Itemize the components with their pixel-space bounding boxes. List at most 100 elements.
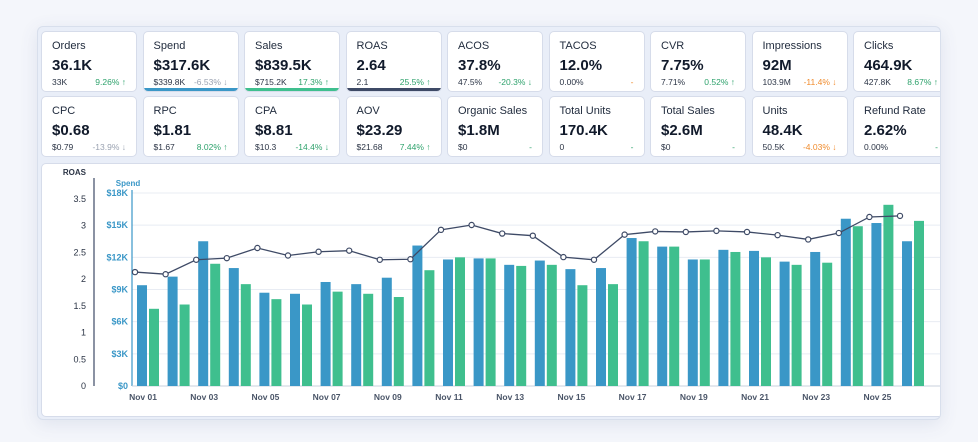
spend-bar — [657, 246, 668, 386]
metric-change: 9.26% ↑ — [95, 77, 126, 87]
roas-point — [774, 231, 781, 239]
sales-bar — [914, 220, 924, 386]
metric-card-refund-rate[interactable]: Refund Rate 2.62% 0.00% - — [853, 96, 940, 157]
metric-previous: 103.9M — [762, 77, 791, 87]
metric-card-organic-sales[interactable]: Organic Sales $1.8M $0 - — [447, 96, 543, 157]
spend-bar — [840, 218, 851, 386]
metric-previous: 7.71% — [661, 77, 686, 87]
sales-bar — [455, 257, 465, 386]
metrics-grid: Orders 36.1K 33K 9.26% ↑ Spend $317.6K $… — [41, 31, 940, 157]
metric-label: Total Units — [559, 105, 611, 117]
right-axis-tick: $18K — [106, 188, 128, 198]
metric-previous: $0 — [661, 142, 671, 152]
metric-previous: 0.00% — [864, 142, 889, 152]
spend-bar — [596, 268, 606, 386]
metric-change: 8.67% ↑ — [907, 77, 938, 87]
metric-value: 2.64 — [356, 57, 386, 74]
metric-value: 36.1K — [52, 57, 93, 74]
metric-value: 464.9K — [864, 57, 913, 74]
metric-previous: $10.3 — [255, 142, 277, 152]
right-axis-tick: $15K — [106, 220, 128, 230]
x-axis-tick: Nov 17 — [619, 392, 647, 402]
metric-label: CVR — [661, 40, 685, 52]
metric-value: 12.0% — [559, 57, 603, 74]
metric-change: - — [630, 77, 634, 87]
metric-accent-bar — [143, 88, 238, 91]
metric-value: 2.62% — [864, 122, 907, 139]
metric-value: $2.6M — [661, 122, 703, 139]
metric-change: -11.4% ↓ — [803, 77, 837, 87]
metric-value: $317.6K — [153, 57, 211, 74]
metric-label: RPC — [153, 105, 177, 117]
roas-point — [805, 236, 812, 243]
metric-card-units[interactable]: Units 48.4K 50.5K -4.03% ↓ — [751, 96, 848, 157]
metric-card-cpc[interactable]: CPC $0.68 $0.79 -13.9% ↓ — [41, 96, 137, 157]
spend-bar — [718, 249, 729, 386]
left-axis-tick: 1 — [81, 328, 86, 338]
metric-previous: $1.67 — [153, 142, 175, 152]
spend-bar — [137, 285, 147, 386]
spend-bar — [687, 259, 698, 386]
metric-accent-bar — [245, 88, 339, 91]
metric-label: CPC — [52, 105, 76, 117]
x-axis-tick: Nov 05 — [251, 392, 279, 402]
sales-bar — [669, 246, 680, 386]
sales-bar — [791, 264, 802, 386]
roas-point — [866, 213, 873, 221]
metric-value: $23.29 — [356, 122, 403, 139]
metric-card-aov[interactable]: AOV $23.29 $21.68 7.44% ↑ — [345, 96, 442, 157]
metric-label: Orders — [52, 40, 86, 52]
metric-label: CPA — [255, 105, 277, 117]
metric-previous: $339.8K — [153, 77, 186, 87]
metric-card-impressions[interactable]: Impressions 92M 103.9M -11.4% ↓ — [751, 31, 848, 92]
spend-bar — [902, 241, 912, 386]
metric-label: ACOS — [458, 40, 490, 52]
metric-card-acos[interactable]: ACOS 37.8% 47.5% -20.3% ↓ — [447, 31, 543, 92]
chart-panel: $0 $3K $6K $9K $12K $15K $18K 0 0.5 1 1.5 2 2.5 3 3.5 R… — [41, 163, 940, 417]
metric-card-clicks[interactable]: Clicks 464.9K 427.8K 8.67% ↑ — [853, 31, 940, 92]
sales-bar — [822, 262, 833, 386]
dashboard-frame: Orders 36.1K 33K 9.26% ↑ Spend $317.6K $… — [37, 26, 941, 420]
metric-label: Refund Rate — [864, 105, 926, 117]
metric-label: Sales — [255, 40, 283, 52]
metric-card-cpa[interactable]: CPA $8.81 $10.3 -14.4% ↓ — [244, 96, 340, 157]
metric-value: 92M — [762, 57, 792, 74]
roas-point — [682, 228, 690, 236]
sales-bar — [393, 297, 404, 386]
metric-change: -4.03% ↓ — [802, 142, 837, 152]
metric-card-cvr[interactable]: CVR 7.75% 7.71% 0.52% ↑ — [650, 31, 746, 92]
metric-card-total-units[interactable]: Total Units 170.4K 0 - — [548, 96, 645, 157]
metric-change: - — [935, 142, 938, 152]
x-axis-tick: Nov 13 — [496, 392, 524, 402]
metric-card-roas[interactable]: ROAS 2.64 2.1 25.5% ↑ — [345, 31, 442, 92]
right-axis-tick: $12K — [106, 252, 128, 262]
metric-previous: 2.1 — [356, 77, 369, 87]
sales-bar — [210, 263, 221, 386]
right-axis-tick: $6K — [111, 317, 128, 327]
sales-bar — [271, 299, 282, 386]
sales-bar — [883, 204, 894, 386]
metric-card-spend[interactable]: Spend $317.6K $339.8K -6.53% ↓ — [142, 31, 239, 92]
sales-bar — [546, 264, 557, 386]
roas-point — [560, 253, 567, 261]
metric-previous: 0 — [559, 142, 565, 152]
sales-bar — [332, 291, 343, 386]
roas-point — [896, 212, 904, 220]
sales-bar — [149, 308, 159, 386]
left-axis-tick: 3.5 — [73, 194, 86, 204]
metric-card-sales[interactable]: Sales $839.5K $715.2K 17.3% ↑ — [244, 31, 340, 92]
roas-point — [131, 268, 139, 276]
metric-change: - — [732, 142, 735, 152]
metric-change: 7.44% ↑ — [399, 142, 431, 152]
metric-card-total-sales[interactable]: Total Sales $2.6M $0 - — [650, 96, 746, 157]
sales-bar — [424, 270, 435, 386]
metric-previous: $21.68 — [356, 142, 383, 152]
metric-card-rpc[interactable]: RPC $1.81 $1.67 8.02% ↑ — [142, 96, 239, 157]
metric-card-orders[interactable]: Orders 36.1K 33K 9.26% ↑ — [41, 31, 137, 92]
sales-bar — [577, 285, 588, 386]
metric-card-tacos[interactable]: TACOS 12.0% 0.00% - — [548, 31, 645, 92]
sales-bar — [638, 241, 649, 386]
roas-point — [468, 221, 475, 229]
roas-point — [499, 230, 506, 237]
metric-label: Total Sales — [661, 105, 715, 117]
